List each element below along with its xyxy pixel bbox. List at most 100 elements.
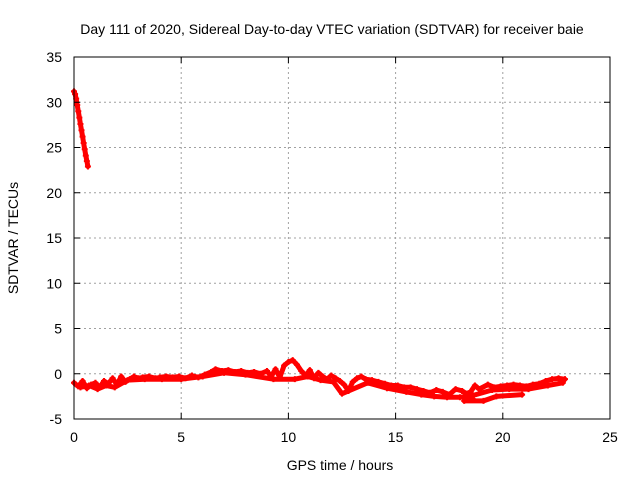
data-point: [544, 382, 551, 389]
x-tick-label: 5: [177, 429, 185, 445]
x-tick-label: 20: [495, 429, 511, 445]
data-point: [349, 378, 356, 385]
y-tick-label: 15: [46, 230, 62, 246]
data-point: [75, 108, 82, 115]
data-point: [493, 393, 500, 400]
data-point: [317, 377, 324, 384]
data-point: [263, 368, 270, 375]
data-point: [289, 357, 296, 364]
data-point: [461, 397, 468, 404]
data-point: [270, 376, 277, 383]
data-point: [74, 101, 81, 108]
data-series: [71, 88, 91, 170]
y-tick-label: 5: [54, 321, 62, 337]
data-point: [384, 385, 391, 392]
data-point: [433, 387, 440, 394]
grid: [74, 57, 610, 419]
y-tick-label: 30: [46, 94, 62, 110]
data-point: [339, 390, 345, 397]
data-point: [293, 361, 300, 368]
data-point: [336, 377, 343, 384]
data-point: [101, 377, 108, 384]
data-point: [221, 369, 228, 376]
chart-title: Day 111 of 2020, Sidereal Day-to-day VTE…: [80, 21, 584, 37]
data-point: [86, 382, 93, 389]
data-point: [403, 388, 410, 395]
data-point: [444, 394, 451, 401]
data-point: [77, 120, 84, 127]
data-point: [549, 376, 556, 383]
y-axis-label: SDTVAR / TECUs: [5, 182, 21, 294]
data-point: [281, 362, 288, 369]
data-point: [332, 375, 339, 382]
data-point: [542, 377, 549, 384]
data-point: [452, 386, 459, 393]
data-point: [141, 376, 148, 383]
data-point: [92, 379, 99, 386]
data-point: [418, 391, 425, 398]
data-point: [306, 367, 313, 374]
y-tick-label: 10: [46, 275, 62, 291]
data-point: [111, 384, 118, 391]
data-point: [80, 139, 87, 146]
data-point: [84, 163, 91, 170]
x-tick-label: 25: [602, 429, 618, 445]
y-tick-label: 0: [54, 366, 62, 382]
y-tick-label: 20: [46, 185, 62, 201]
data-point: [315, 369, 322, 376]
data-point: [242, 371, 249, 378]
data-point: [285, 358, 292, 365]
data-point: [118, 373, 125, 380]
data-point: [178, 376, 185, 383]
y-tick-label: 25: [46, 140, 62, 156]
data-point: [525, 386, 532, 393]
data-point: [76, 114, 83, 121]
data-point: [555, 375, 562, 382]
data-point: [480, 397, 487, 404]
data-point: [506, 386, 513, 393]
x-axis-label: GPS time / hours: [287, 457, 394, 473]
y-tick-label: 35: [46, 49, 62, 65]
y-tick-label: -5: [50, 411, 63, 427]
data-point: [291, 376, 298, 383]
x-tick-label: 0: [70, 429, 78, 445]
data-point: [484, 381, 491, 388]
data-point: [358, 373, 365, 380]
data-point: [298, 368, 305, 375]
data-point: [439, 388, 446, 395]
data-point: [341, 381, 348, 388]
data-point: [79, 377, 86, 384]
data-point: [407, 384, 414, 391]
data-point: [77, 384, 84, 391]
data-point: [103, 382, 110, 389]
data-point: [561, 376, 568, 383]
data-point: [519, 391, 526, 398]
data-point: [431, 393, 438, 400]
data-point: [78, 127, 85, 134]
data-point: [459, 387, 466, 394]
data-series: [461, 391, 526, 404]
data-point: [559, 379, 566, 386]
data-point: [328, 372, 335, 379]
data-point: [364, 379, 371, 386]
data-point: [414, 386, 421, 393]
data-point: [456, 394, 463, 401]
data-point: [330, 378, 337, 385]
data-point: [469, 396, 476, 403]
data-point: [83, 158, 90, 165]
data-point: [158, 376, 165, 383]
data-point: [489, 387, 496, 394]
data-point: [94, 386, 101, 393]
data-point: [471, 382, 478, 389]
data-point: [82, 152, 89, 159]
data-point: [79, 133, 86, 140]
data-point: [124, 377, 131, 384]
data-point: [72, 91, 79, 98]
data-point: [109, 375, 116, 382]
data-points: [71, 88, 568, 404]
data-point: [199, 373, 206, 380]
x-tick-label: 10: [281, 429, 297, 445]
data-series: [77, 369, 566, 401]
data-point: [354, 375, 361, 382]
